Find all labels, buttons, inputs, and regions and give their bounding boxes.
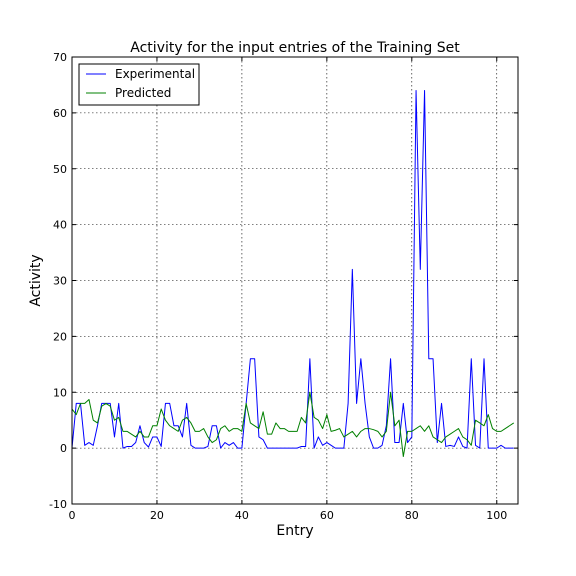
x-tick-label: 0 <box>69 509 76 522</box>
y-tick-label: 10 <box>53 386 67 399</box>
legend-box <box>78 63 200 106</box>
x-tick-label: 80 <box>405 509 419 522</box>
y-tick-label: 30 <box>53 275 67 288</box>
legend-label-predicted: Predicted <box>115 86 171 100</box>
chart-title: Activity for the input entries of the Tr… <box>130 40 460 56</box>
x-axis-label: Entry <box>276 523 313 539</box>
y-tick-label: 70 <box>53 51 67 64</box>
y-tick-label: 60 <box>53 107 67 120</box>
y-tick-label: 0 <box>60 442 67 455</box>
legend: Experimental Predicted <box>78 63 200 106</box>
x-tick-label: 60 <box>320 509 334 522</box>
x-tick-label: 40 <box>235 509 249 522</box>
x-tick-label: 20 <box>150 509 164 522</box>
x-tick-label: 100 <box>486 509 507 522</box>
legend-label-experimental: Experimental <box>115 67 195 81</box>
y-tick-label: -10 <box>49 498 67 511</box>
series-line-experimental <box>71 90 514 449</box>
y-tick-label: 40 <box>53 219 67 232</box>
y-tick-label: 20 <box>53 330 67 343</box>
y-axis-label: Activity <box>28 254 44 306</box>
series-layer <box>71 90 515 458</box>
y-tick-label: 50 <box>53 163 67 176</box>
series-line-predicted <box>71 391 515 458</box>
